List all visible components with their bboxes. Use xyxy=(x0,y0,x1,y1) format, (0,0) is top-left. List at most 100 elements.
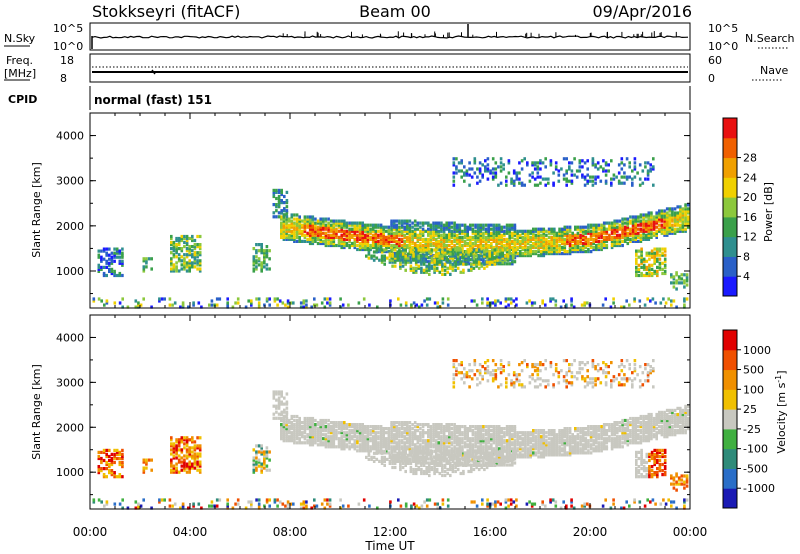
power-cell xyxy=(265,267,269,271)
velocity-cell xyxy=(322,427,325,431)
power-cell xyxy=(612,301,615,305)
power-cell xyxy=(193,247,197,251)
power-cell xyxy=(450,250,454,254)
velocity-cell xyxy=(411,431,414,435)
power-cell xyxy=(345,243,349,248)
velocity-cell xyxy=(547,451,551,455)
power-cell xyxy=(170,251,173,255)
power-cell xyxy=(103,303,106,307)
power-cell xyxy=(105,273,108,278)
velocity-cell xyxy=(545,441,548,445)
power-cell xyxy=(434,237,438,241)
power-cell xyxy=(482,235,485,239)
power-cell xyxy=(526,229,530,233)
power-cell xyxy=(518,177,521,181)
velocity-cell xyxy=(500,443,504,447)
velocity-cell xyxy=(474,437,477,441)
power-cell xyxy=(409,248,413,252)
power-cell xyxy=(566,233,569,237)
power-cell xyxy=(560,237,564,241)
power-cell xyxy=(429,241,433,246)
power-cell xyxy=(504,258,507,262)
velocity-cell xyxy=(500,445,504,449)
power-cell xyxy=(115,247,119,251)
power-cell xyxy=(188,259,191,263)
velocity-cell xyxy=(518,445,522,449)
velocity-cell xyxy=(301,421,304,425)
power-cell xyxy=(115,273,119,278)
power-cell xyxy=(637,255,641,259)
velocity-cell xyxy=(542,441,546,445)
power-cell xyxy=(257,305,261,309)
power-cell xyxy=(507,161,511,165)
power-cell xyxy=(658,211,661,215)
power-cell xyxy=(319,233,322,237)
power-cell xyxy=(319,221,322,225)
power-cell xyxy=(422,254,426,258)
power-cell xyxy=(529,229,532,233)
velocity-cell xyxy=(479,449,483,453)
power-cell xyxy=(629,219,632,223)
power-cell xyxy=(183,240,186,245)
power-cell xyxy=(579,225,582,229)
power-cell xyxy=(403,227,406,231)
power-cell xyxy=(589,235,593,239)
velocity-cell xyxy=(353,447,357,451)
power-cell xyxy=(631,223,635,227)
power-cell xyxy=(658,223,661,227)
power-cell xyxy=(463,223,467,227)
power-cell xyxy=(541,161,545,165)
velocity-cell xyxy=(390,435,393,439)
velocity-cell xyxy=(592,447,595,451)
power-cell xyxy=(418,305,421,309)
velocity-cell xyxy=(316,431,320,435)
velocity-cell xyxy=(287,425,291,429)
power-cell xyxy=(115,255,119,259)
velocity-cell xyxy=(429,439,433,443)
power-cell xyxy=(282,233,286,237)
power-cell xyxy=(609,305,613,309)
velocity-cell xyxy=(576,427,580,431)
power-cell xyxy=(470,266,473,270)
velocity-cell xyxy=(448,451,451,455)
velocity-cell xyxy=(542,443,546,447)
power-cell xyxy=(510,181,513,185)
power-cell xyxy=(185,253,189,257)
velocity-cell xyxy=(369,445,372,449)
power-cell xyxy=(566,241,569,246)
power-cell xyxy=(592,229,595,233)
power-cell xyxy=(595,223,598,227)
power-cell xyxy=(448,237,451,241)
power-cell xyxy=(463,231,467,235)
power-cell xyxy=(648,253,651,257)
power-cell xyxy=(684,205,687,209)
power-cell xyxy=(463,239,467,243)
power-cell xyxy=(633,297,636,301)
power-cell xyxy=(404,260,407,264)
power-cell xyxy=(260,249,263,253)
power-cell xyxy=(492,229,496,233)
power-cell xyxy=(92,299,96,303)
velocity-cell xyxy=(440,429,443,433)
velocity-cell xyxy=(608,439,611,443)
power-cell xyxy=(275,188,278,192)
velocity-cell xyxy=(495,439,498,443)
power-cell xyxy=(650,263,654,267)
velocity-cell xyxy=(542,435,546,439)
power-cell xyxy=(472,248,476,252)
power-cell xyxy=(448,243,451,248)
power-cell xyxy=(400,231,404,235)
power-cell xyxy=(581,245,585,250)
power-cell xyxy=(658,267,662,271)
velocity-cell xyxy=(492,427,496,431)
power-cell xyxy=(491,260,494,264)
power-cell xyxy=(466,231,469,235)
velocity-cell xyxy=(374,439,378,443)
power-cell xyxy=(563,245,567,250)
power-cell xyxy=(655,211,658,215)
power-cell xyxy=(513,260,517,264)
velocity-cell xyxy=(340,435,343,439)
power-cell xyxy=(374,241,378,246)
power-cell xyxy=(508,245,511,250)
power-cell xyxy=(110,259,114,263)
